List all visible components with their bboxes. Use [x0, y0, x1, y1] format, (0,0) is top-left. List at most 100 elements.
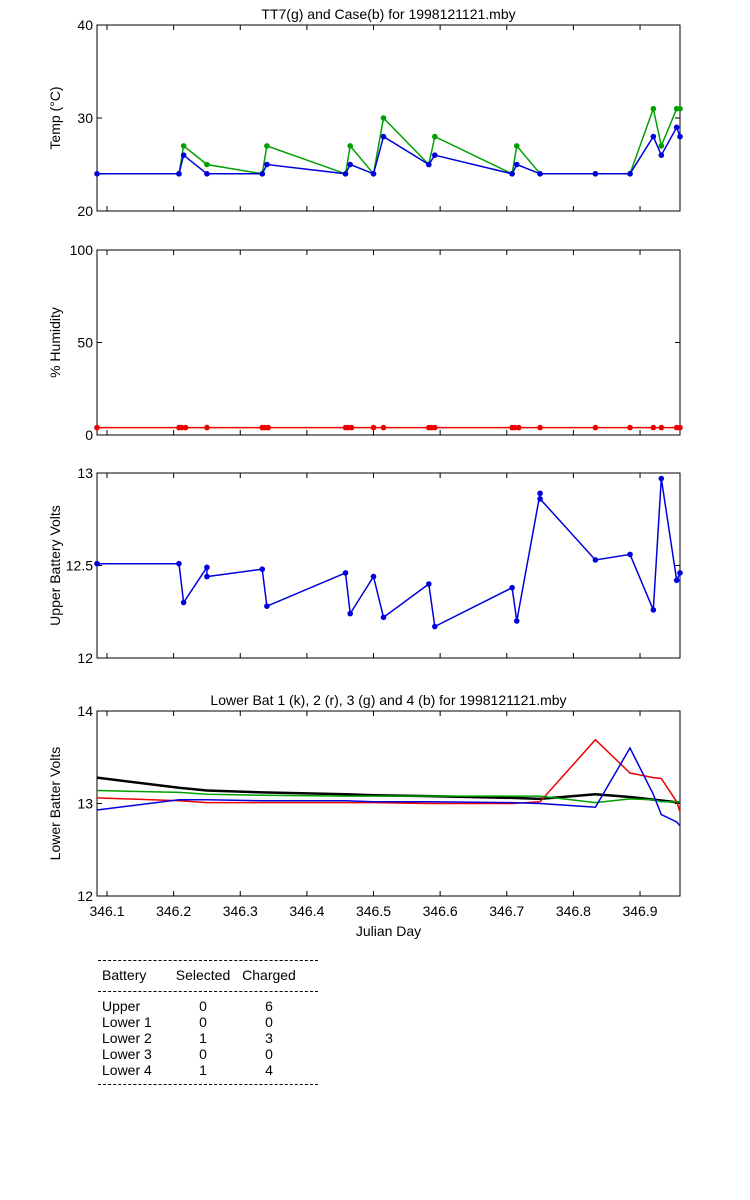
row-charged-value: 6: [265, 998, 273, 1014]
data-point: [380, 614, 387, 621]
data-point: [650, 105, 657, 112]
row-battery-name: Lower 1: [102, 1014, 152, 1030]
data-point: [537, 490, 543, 497]
data-point: [347, 610, 353, 617]
row-selected-value: 0: [199, 1014, 207, 1030]
y-tick-label: 12.5: [66, 558, 93, 574]
data-point: [677, 424, 683, 431]
y-tick-label: 12: [77, 650, 93, 666]
plot-frame: [96, 24, 681, 212]
data-point: [264, 603, 270, 609]
data-point: [537, 171, 543, 177]
data-point: [432, 152, 438, 158]
plot-frame: [96, 249, 681, 436]
data-point: [342, 570, 349, 576]
data-point: [204, 424, 210, 431]
data-point: [204, 564, 210, 571]
x-tick-label: 346.4: [289, 903, 324, 919]
data-point: [204, 573, 210, 580]
data-point: [515, 424, 522, 431]
chart-title: TT7(g) and Case(b) for 1998121121.mby: [261, 6, 515, 22]
y-axis-label: Temp (°C): [47, 86, 63, 149]
data-point: [513, 161, 520, 168]
y-tick-label: 100: [70, 242, 94, 258]
x-tick-label: 346.2: [156, 903, 191, 919]
data-point: [650, 133, 657, 140]
data-point: [370, 424, 377, 431]
plot-frame: [96, 472, 681, 659]
data-point: [658, 143, 665, 149]
data-point: [180, 143, 187, 149]
x-tick-label: 346.9: [622, 903, 657, 919]
data-point: [673, 124, 680, 131]
data-point: [432, 133, 438, 140]
data-point: [592, 171, 599, 177]
table-row: Lower 4 1 4: [98, 1062, 318, 1078]
data-point: [627, 171, 633, 177]
table-row: Lower 3 0 0: [98, 1046, 318, 1062]
data-point: [673, 577, 680, 584]
data-point: [432, 424, 438, 431]
data-point: [370, 171, 377, 177]
row-battery-name: Lower 4: [102, 1062, 152, 1078]
row-charged-value: 4: [265, 1062, 273, 1078]
chart-title: Lower Bat 1 (k), 2 (r), 3 (g) and 4 (b) …: [210, 692, 566, 708]
y-tick-label: 40: [77, 17, 93, 33]
data-point: [658, 152, 665, 158]
data-point: [627, 424, 633, 431]
table-body: Upper 0 6 Lower 1 0 0 Lower 2 1 3 Lower …: [98, 992, 318, 1084]
data-point: [259, 171, 266, 177]
header-battery: Battery: [102, 967, 147, 983]
data-point: [347, 161, 353, 168]
data-point: [509, 171, 515, 177]
data-point: [204, 171, 210, 177]
data-point: [176, 171, 182, 177]
data-point: [513, 143, 520, 149]
data-point: [370, 573, 377, 580]
y-tick-label: 12: [77, 888, 93, 904]
x-tick-label: 346.5: [356, 903, 391, 919]
row-selected-value: 1: [199, 1062, 207, 1078]
data-point: [432, 623, 438, 630]
data-point: [176, 560, 182, 567]
data-point: [264, 161, 270, 168]
table-row: Lower 2 1 3: [98, 1030, 318, 1046]
data-point: [204, 161, 210, 168]
data-point: [380, 133, 387, 140]
data-point: [94, 560, 100, 567]
row-battery-name: Lower 2: [102, 1030, 152, 1046]
data-point: [178, 424, 185, 431]
y-tick-label: 0: [85, 427, 93, 443]
row-selected-value: 0: [199, 998, 207, 1014]
series-line-case: [97, 125, 681, 175]
data-point: [513, 618, 520, 624]
series-line-tt7: [178, 105, 680, 176]
table-bottom-rule: [98, 1084, 318, 1085]
y-axis-label: Upper Battery Volts: [47, 505, 63, 626]
data-point: [94, 424, 100, 431]
data-point: [677, 133, 683, 140]
data-point: [380, 424, 387, 431]
row-battery-name: Upper: [102, 998, 141, 1014]
y-tick-label: 13: [77, 465, 93, 481]
data-point: [180, 599, 187, 606]
data-point: [342, 171, 349, 177]
y-tick-label: 20: [77, 203, 93, 219]
y-axis-label: % Humidity: [47, 307, 63, 378]
header-selected: Selected: [175, 967, 231, 983]
x-tick-label: 346.6: [423, 903, 458, 919]
data-point: [650, 607, 657, 613]
row-selected-value: 1: [199, 1030, 207, 1046]
data-point: [658, 475, 665, 482]
x-tick-label: 346.3: [223, 903, 258, 919]
table-top-rule: [98, 960, 318, 961]
y-axis-label: Lower Batter Volts: [47, 747, 63, 861]
data-point: [592, 557, 599, 563]
series-line-lower-bat-4: [96, 746, 681, 827]
battery-table: Battery Selected Charged Upper 0 6 Lower…: [98, 960, 318, 1085]
header-charged: Charged: [242, 967, 296, 983]
row-selected-value: 0: [199, 1046, 207, 1062]
data-point: [511, 424, 518, 431]
y-tick-label: 50: [77, 335, 93, 351]
y-tick-label: 14: [77, 703, 93, 719]
